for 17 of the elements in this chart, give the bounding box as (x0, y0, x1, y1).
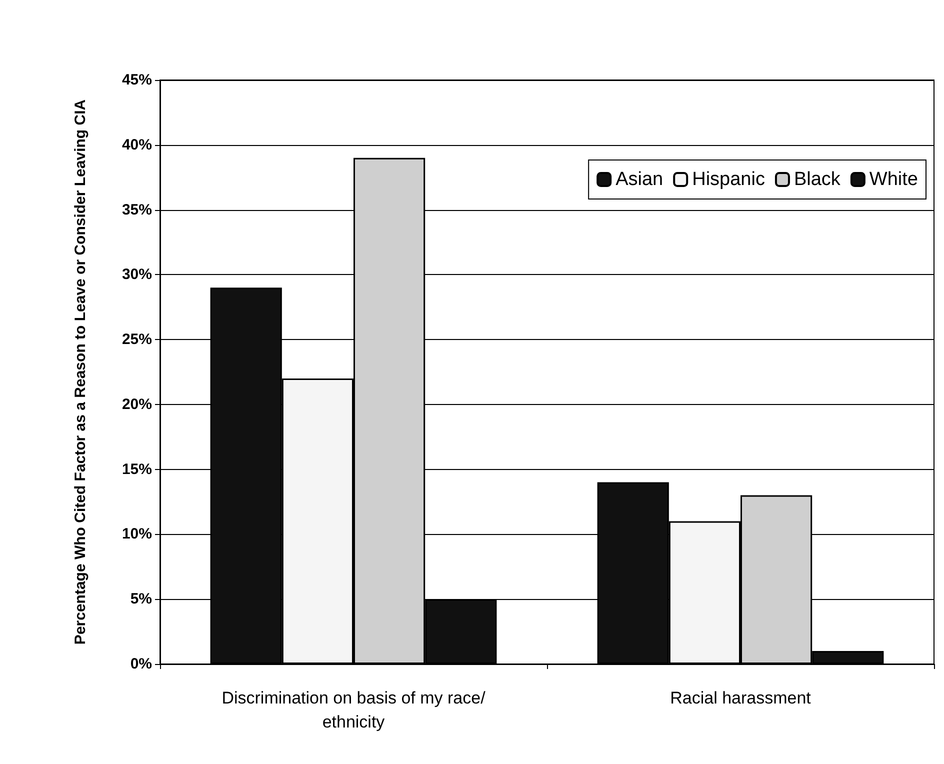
legend-label: Asian (616, 169, 664, 190)
y-tick-label: 40% (122, 136, 152, 154)
legend-label: Hispanic (692, 169, 765, 190)
x-tick-label: Racial harassment (670, 688, 812, 708)
y-tick-label: 30% (122, 266, 152, 284)
legend-label: White (869, 169, 918, 190)
legend-label: Black (794, 169, 841, 190)
y-tick-label: 10% (122, 526, 152, 543)
y-tick-label: 25% (122, 331, 152, 348)
y-tick-label: 0% (130, 656, 152, 672)
y-tick-label: 20% (122, 396, 152, 413)
x-tick-label: Discrimination on basis of my race/ethnicity (222, 688, 486, 732)
y-axis-title: Percentage Who Cited Factor as a Reason to Leave or Consider Leaving CIA (72, 99, 89, 645)
y-tick-label: 35% (122, 201, 152, 218)
y-tick-label: 45% (122, 72, 152, 88)
y-tick-label: 15% (122, 460, 152, 478)
y-tick-label: 5% (130, 590, 152, 608)
